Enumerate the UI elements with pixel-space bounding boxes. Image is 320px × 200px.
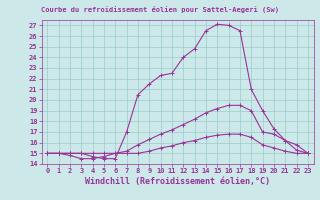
X-axis label: Windchill (Refroidissement éolien,°C): Windchill (Refroidissement éolien,°C) [85,177,270,186]
Text: Courbe du refroidissement éolien pour Sattel-Aegeri (Sw): Courbe du refroidissement éolien pour Sa… [41,6,279,13]
